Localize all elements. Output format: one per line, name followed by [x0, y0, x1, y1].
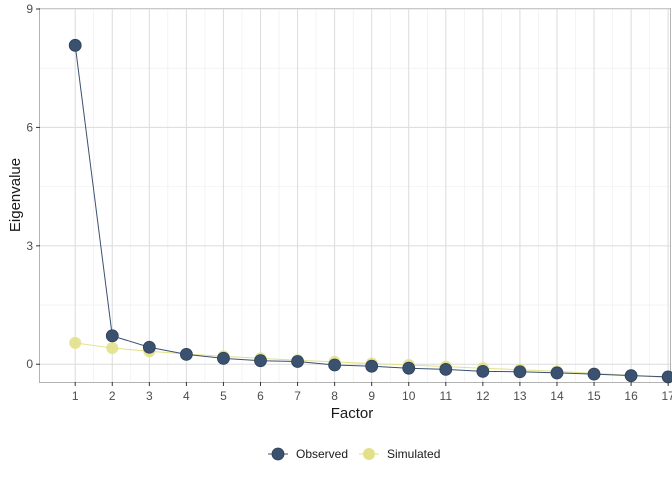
x-tick-label: 15: [587, 389, 601, 403]
data-point-observed: [365, 359, 379, 373]
legend-label: Simulated: [387, 447, 440, 461]
x-tick-label: 10: [402, 389, 416, 403]
x-tick-label: 4: [183, 389, 190, 403]
data-point-observed: [217, 351, 230, 365]
x-tick-label: 1: [72, 389, 79, 403]
data-point-observed: [68, 38, 82, 52]
y-axis-title: Eigenvalue: [7, 158, 24, 232]
data-point-observed: [550, 366, 564, 380]
legend-label: Observed: [296, 447, 348, 461]
legend-marker: [271, 447, 285, 461]
data-point-observed: [328, 358, 342, 372]
x-tick-label: 17: [661, 389, 672, 403]
y-tick-label: 3: [26, 239, 33, 253]
y-tick-label: 6: [26, 120, 33, 134]
x-tick-label: 6: [257, 389, 264, 403]
data-point-observed: [142, 340, 156, 354]
legend-item-simulated: Simulated: [359, 447, 440, 461]
x-tick-label: 9: [368, 389, 375, 403]
x-tick-label: 11: [440, 389, 453, 403]
grid-lines: [40, 8, 670, 382]
data-point-simulated: [69, 336, 82, 349]
data-point-observed: [513, 365, 527, 379]
data-point-observed: [587, 367, 601, 381]
x-tick-label: 12: [476, 389, 490, 403]
panel-border: [39, 8, 671, 383]
data-point-observed: [402, 361, 416, 375]
legend-marker: [363, 448, 375, 460]
data-point-observed: [624, 369, 638, 383]
legend-item-observed: Observed: [268, 447, 348, 461]
x-tick-label: 16: [624, 389, 638, 403]
data-point-observed: [439, 362, 453, 376]
data-point-observed: [105, 329, 119, 343]
data-point-observed: [254, 354, 267, 368]
data-point-observed: [179, 347, 193, 361]
x-tick-label: 7: [294, 389, 301, 403]
legend: Observed Simulated: [268, 447, 440, 461]
series-layer: [68, 38, 672, 384]
x-tick-label: 3: [146, 389, 153, 403]
x-tick-label: 2: [109, 389, 116, 403]
data-point-observed: [291, 355, 304, 368]
data-point-simulated: [106, 342, 119, 355]
x-tick-label: 14: [550, 389, 564, 403]
y-tick-label: 0: [26, 357, 33, 371]
x-tick-label: 5: [220, 389, 227, 403]
x-tick-label: 8: [331, 389, 338, 403]
data-point-observed: [476, 364, 490, 378]
y-tick-label: 9: [26, 2, 33, 16]
x-axis-title: Factor: [331, 405, 374, 422]
x-tick-label: 13: [513, 389, 527, 403]
data-point-observed: [661, 370, 672, 384]
